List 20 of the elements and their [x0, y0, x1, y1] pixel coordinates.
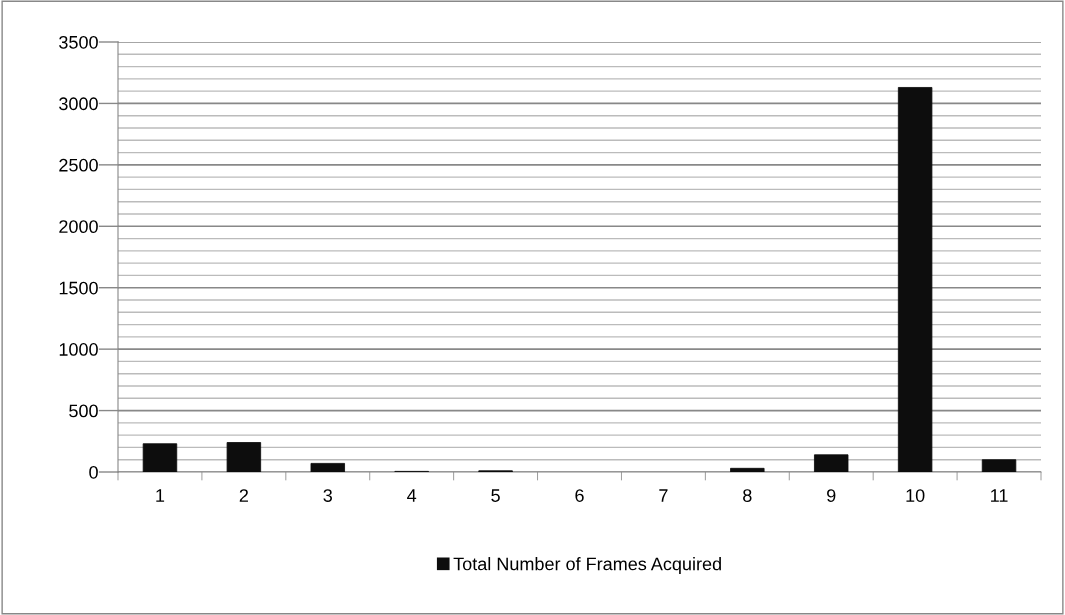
y-tick-label: 2000: [59, 220, 98, 234]
y-tick-label: 500: [69, 404, 98, 418]
y-tick-label: 2500: [59, 158, 98, 172]
x-tick-label: 10: [906, 489, 925, 502]
x-tick-label: 7: [659, 489, 668, 502]
x-tick-label: 4: [407, 489, 417, 502]
y-tick-label: 0: [89, 465, 98, 479]
x-tick-label: 3: [323, 489, 332, 502]
x-tick-label: 8: [743, 489, 752, 502]
legend-label: Total Number of Frames Acquired: [453, 557, 721, 574]
y-tick-label: 1000: [59, 343, 98, 356]
x-tick-label: 6: [575, 489, 584, 502]
x-tick-label: 2: [239, 489, 248, 502]
x-tick-label: 9: [827, 489, 836, 502]
x-tick-label: 5: [491, 489, 500, 502]
y-tick-label: 1500: [59, 281, 98, 295]
x-tick-label: 11: [991, 489, 1008, 502]
y-tick-label: 3000: [59, 97, 98, 111]
y-tick-label: 3500: [59, 35, 98, 49]
x-tick-label: 1: [156, 489, 165, 502]
